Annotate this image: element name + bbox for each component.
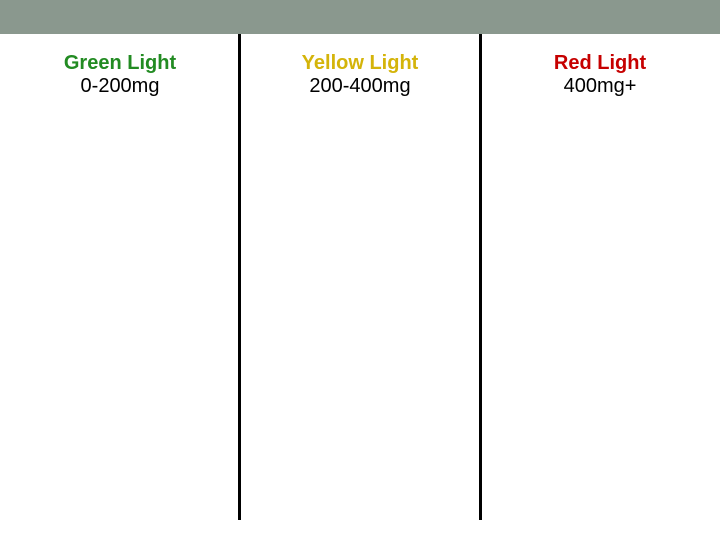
column-title: Green Light: [0, 52, 240, 75]
columns-container: Green Light 0-200mg Yellow Light 200-400…: [0, 34, 720, 520]
column-range: 400mg+: [480, 75, 720, 98]
header-bar: [0, 0, 720, 34]
column-title: Yellow Light: [240, 52, 480, 75]
column-divider-1: [238, 34, 241, 520]
column-range: 0-200mg: [0, 75, 240, 98]
column-range: 200-400mg: [240, 75, 480, 98]
column-yellow: Yellow Light 200-400mg: [240, 34, 480, 520]
column-title: Red Light: [480, 52, 720, 75]
column-green: Green Light 0-200mg: [0, 34, 240, 520]
column-divider-2: [479, 34, 482, 520]
column-red: Red Light 400mg+: [480, 34, 720, 520]
